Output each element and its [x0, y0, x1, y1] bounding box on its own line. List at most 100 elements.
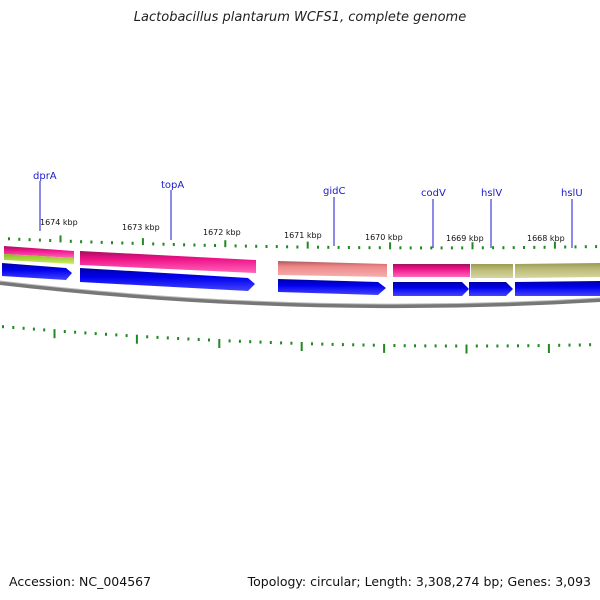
gc-tick [331, 342, 334, 346]
scale-tick [420, 246, 422, 250]
gc-tick [94, 332, 97, 336]
gene-label-gidC[interactable]: gidC [323, 186, 345, 197]
scale-tick [69, 239, 72, 243]
cds-arrow-gidC[interactable] [278, 279, 386, 295]
gene-label-hslU[interactable]: hslU [561, 188, 583, 199]
scale-tick [111, 241, 113, 245]
gene-leader-lines [39, 181, 573, 248]
feature-codV-block[interactable] [393, 264, 470, 277]
gene-label-hslV[interactable]: hslV [481, 188, 502, 199]
scale-tick [450, 246, 453, 250]
gc-tick [558, 343, 561, 347]
scale-tick [533, 245, 536, 249]
scale-tick [461, 246, 464, 250]
feature-gidC-block[interactable] [278, 261, 387, 277]
scale-tick [368, 246, 371, 250]
gc-tick [125, 334, 128, 338]
scale-tick [553, 241, 556, 249]
cds-arrow-hslV[interactable] [469, 282, 513, 296]
gc-tick [74, 330, 77, 334]
kbp-label: 1668 kbp [527, 234, 565, 243]
gc-tick [517, 344, 519, 348]
gc-tick [362, 343, 365, 347]
gc-tick [135, 334, 138, 344]
kbp-label: 1673 kbp [122, 223, 160, 232]
gc-tick [321, 342, 324, 346]
gc-tick [393, 344, 396, 347]
scale-tick [317, 245, 319, 249]
scale-tick [224, 240, 227, 248]
scale-tick [100, 240, 103, 244]
feature-hslU-block[interactable] [515, 263, 600, 278]
gc-tick [537, 344, 540, 348]
gc-tick [547, 344, 550, 353]
cds-arrow-hslU[interactable] [515, 281, 600, 296]
scale-tick [347, 246, 350, 249]
cds-arrow-codV[interactable] [393, 282, 469, 296]
scale-tick [409, 246, 412, 250]
scale-tick [512, 246, 515, 250]
gc-tick [589, 343, 592, 347]
scale-tick [430, 246, 433, 250]
scale-tick [18, 237, 21, 241]
scale-tick [584, 245, 587, 249]
genome-summary-label: Topology: circular; Length: 3,308,274 bp… [247, 574, 591, 589]
scale-tick [481, 246, 484, 250]
kbp-label: 1674 kbp [40, 218, 78, 227]
cds-arrow-dprA[interactable] [2, 263, 72, 280]
feature-track [4, 246, 600, 278]
scale-ticks-upper [8, 235, 598, 250]
gc-tick [22, 326, 25, 330]
gc-ticks-lower [2, 325, 592, 354]
gc-tick [208, 338, 210, 342]
scale-tick [296, 245, 299, 249]
gc-tick [280, 341, 283, 345]
gc-tick [444, 344, 447, 348]
scale-tick [131, 241, 134, 245]
gene-label-topA[interactable]: topA [161, 180, 184, 191]
feature-hslV-block[interactable] [471, 264, 513, 278]
gc-tick [383, 343, 386, 353]
kbp-label: 1670 kbp [365, 233, 403, 242]
gc-tick [53, 329, 56, 339]
gc-tick [105, 332, 107, 336]
gc-tick [486, 344, 489, 348]
scale-tick [183, 243, 186, 247]
gc-tick [249, 340, 252, 344]
scale-tick [543, 245, 546, 249]
scale-tick [255, 244, 258, 248]
gc-tick [63, 330, 66, 333]
gc-tick [434, 344, 437, 348]
gc-tick [259, 340, 262, 344]
gc-tick [300, 342, 303, 351]
gc-tick [43, 328, 46, 332]
gc-tick [12, 326, 15, 329]
scale-tick [141, 238, 144, 246]
scale-tick [90, 240, 93, 244]
gc-tick [311, 342, 313, 346]
scale-tick [172, 243, 175, 246]
gene-label-dprA[interactable]: dprA [33, 171, 57, 182]
gc-tick [465, 344, 468, 354]
gene-label-codV[interactable]: codV [421, 188, 446, 199]
cds-arrow-topA[interactable] [80, 268, 255, 291]
cds-track [2, 263, 600, 296]
scale-tick [193, 243, 196, 247]
scale-tick [471, 242, 474, 250]
scale-tick [286, 245, 289, 249]
scale-tick [28, 238, 31, 242]
scale-tick [152, 242, 155, 246]
gc-tick [197, 338, 200, 341]
gc-tick [32, 327, 35, 331]
scale-tick [49, 239, 52, 242]
gc-tick [228, 339, 231, 343]
scale-tick [378, 246, 381, 250]
feature-dprA-lime-block[interactable] [4, 254, 74, 264]
gc-tick [527, 344, 530, 348]
gc-tick [578, 343, 581, 347]
gc-tick [403, 344, 406, 348]
feature-topA-block[interactable] [80, 251, 256, 273]
gc-tick [84, 331, 87, 335]
